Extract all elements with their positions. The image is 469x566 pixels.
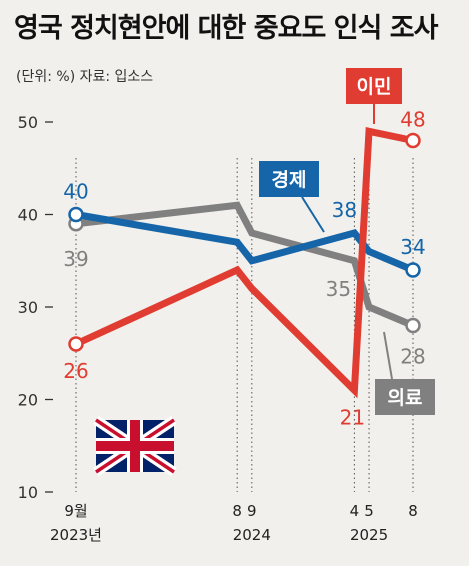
y-tick-label: 50 — [18, 113, 38, 132]
x-tick-label: 9 — [247, 502, 257, 520]
legend-label: 이민 — [357, 76, 392, 98]
data-label: 26 — [63, 359, 88, 383]
y-tick-label: 30 — [18, 298, 38, 317]
legend-label: 의료 — [388, 387, 423, 409]
series-line-0 — [74, 127, 414, 399]
x-tick-sublabel: 2024 — [233, 526, 271, 544]
data-label: 34 — [400, 235, 425, 259]
series-marker — [68, 206, 84, 223]
data-label: 21 — [340, 405, 365, 429]
x-tick-sublabel: 2025 — [350, 526, 388, 544]
series-line-1 — [75, 211, 415, 274]
legend-pointer — [383, 331, 393, 380]
data-label: 39 — [63, 247, 88, 271]
y-tick-label: 20 — [18, 391, 38, 410]
x-tick-label: 4 — [350, 502, 360, 520]
y-tick-label: 10 — [18, 483, 38, 502]
x-tick-label: 5 — [364, 502, 374, 520]
x-tick-label: 8 — [232, 502, 242, 520]
legend-tag — [346, 68, 402, 104]
data-label: 28 — [400, 345, 425, 369]
series-marker — [405, 132, 421, 149]
y-tick-label: 40 — [18, 206, 38, 225]
series-marker — [405, 262, 421, 278]
series-marker — [68, 336, 84, 352]
series-marker — [405, 317, 421, 334]
data-label: 40 — [63, 180, 88, 204]
data-label: 48 — [400, 108, 425, 132]
data-label: 35 — [326, 277, 351, 301]
chart-subtitle: (단위: %) 자료: 입소스 — [16, 69, 154, 85]
chart-title: 영국 정치현안에 대한 중요도 인식 조사 — [14, 13, 438, 44]
legend-label: 경제 — [272, 169, 307, 191]
x-tick-label: 8 — [408, 502, 418, 520]
x-tick-sublabel: 2023년 — [50, 526, 102, 544]
legend-tag — [375, 379, 435, 415]
legend-tag — [259, 161, 319, 197]
legend-pointer — [301, 196, 325, 233]
uk-flag-icon — [93, 415, 177, 477]
x-tick-label: 9월 — [64, 502, 87, 520]
data-label: 38 — [332, 198, 357, 222]
